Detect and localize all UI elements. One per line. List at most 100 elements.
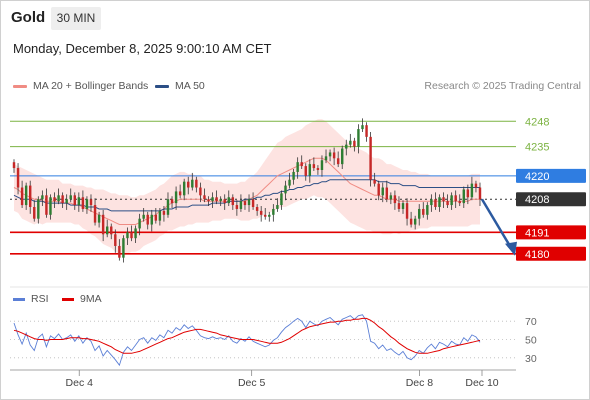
candle-body xyxy=(158,210,162,221)
candle-body xyxy=(170,199,174,204)
candle-body xyxy=(33,207,36,219)
candle-body xyxy=(385,187,389,200)
candle-body xyxy=(162,210,166,215)
level-tag-4191 xyxy=(516,225,586,240)
candle-body xyxy=(418,208,421,219)
candle-body xyxy=(93,205,97,223)
candle-body xyxy=(268,214,271,217)
candle-body xyxy=(438,197,441,208)
candle-body xyxy=(296,162,299,172)
candle-body xyxy=(178,191,182,196)
level-tag-4208 xyxy=(516,192,586,207)
x-tick-label-dec-4: Dec 4 xyxy=(66,377,94,389)
candle-body xyxy=(81,197,85,209)
candle-body xyxy=(259,210,263,215)
legend-rsi: RSI xyxy=(13,293,49,305)
candle-body xyxy=(24,185,28,206)
legend-ma50-swatch xyxy=(155,84,169,88)
candle-body xyxy=(426,205,429,215)
candle-body xyxy=(357,129,360,147)
candle-body xyxy=(126,232,129,239)
chart-datetime: Monday, December 8, 2025 9:00:10 AM CET xyxy=(13,41,272,56)
bollinger-band-fill xyxy=(14,119,480,254)
level-tag-4180 xyxy=(516,246,586,261)
candle-body xyxy=(187,181,190,188)
legend-rsi-label: RSI xyxy=(31,293,49,305)
candle-body xyxy=(381,187,384,196)
candle-body xyxy=(434,199,437,208)
candle-body xyxy=(146,214,149,225)
candle-body xyxy=(272,208,275,215)
candle-body xyxy=(114,234,117,246)
candle-body xyxy=(73,195,76,206)
candle-body xyxy=(215,197,218,202)
candle-body xyxy=(442,197,445,202)
legend-9ma-swatch xyxy=(62,297,74,301)
candle-body xyxy=(316,168,320,170)
candle-body xyxy=(85,199,89,209)
candle-body xyxy=(130,232,133,239)
candle-body xyxy=(16,168,20,188)
candle-body xyxy=(207,199,210,202)
candle-body xyxy=(101,214,105,235)
x-tick-label-dec-8: Dec 8 xyxy=(406,377,434,389)
candle-body xyxy=(458,201,461,204)
legend-9ma: 9MA xyxy=(62,293,102,305)
candle-body xyxy=(377,183,380,196)
candle-body xyxy=(138,218,141,229)
legend-rsi-swatch xyxy=(13,297,25,301)
candle-body xyxy=(20,187,24,206)
candle-body xyxy=(413,218,417,225)
candle-body xyxy=(227,197,230,204)
legend-bollinger-swatch xyxy=(13,84,27,88)
interval-button[interactable]: 30 MIN xyxy=(51,7,101,30)
x-tick-label-dec-5: Dec 5 xyxy=(238,377,266,389)
candle-body xyxy=(328,152,332,157)
candle-body xyxy=(77,197,81,206)
level-label-4220: 4220 xyxy=(525,171,549,183)
level-label-4248: 4248 xyxy=(525,116,549,128)
candle-body xyxy=(466,189,470,198)
candle-body xyxy=(320,160,324,170)
candle-body xyxy=(174,191,178,204)
candle-body xyxy=(65,199,68,204)
candle-body xyxy=(41,195,44,200)
candle-body xyxy=(373,179,376,184)
level-tag-4220 xyxy=(516,168,586,183)
candle-body xyxy=(28,185,32,208)
candle-body xyxy=(57,195,60,202)
candle-body xyxy=(49,197,52,215)
candle-body xyxy=(422,208,425,215)
candle-body xyxy=(239,201,243,209)
candle-body xyxy=(349,140,352,145)
candle-body xyxy=(280,193,283,206)
x-tick-label-dec-10: Dec 10 xyxy=(465,377,498,389)
candle-body xyxy=(284,185,287,194)
candle-body xyxy=(89,199,93,206)
candle-body xyxy=(166,199,170,215)
candle-body xyxy=(341,148,344,165)
candle-body xyxy=(264,214,267,217)
legend-ma50-label: MA 50 xyxy=(175,80,205,92)
candle-body xyxy=(393,195,397,204)
candle-body xyxy=(397,203,401,209)
rsi-tick-50: 50 xyxy=(525,335,537,347)
candle-body xyxy=(247,199,251,206)
candle-body xyxy=(219,199,222,202)
candle-body xyxy=(308,164,312,176)
candle-body xyxy=(454,195,457,202)
candle-body xyxy=(369,136,372,180)
candle-body xyxy=(134,228,137,239)
candle-body xyxy=(474,183,478,188)
candle-body xyxy=(365,125,368,137)
rsi-9ma-line xyxy=(13,317,481,354)
candle-body xyxy=(336,158,340,165)
candle-body xyxy=(300,162,303,167)
projection-arrow-line xyxy=(480,198,513,249)
candle-body xyxy=(191,179,194,188)
candle-body xyxy=(199,187,202,196)
candle-body xyxy=(243,201,247,206)
candle-body xyxy=(12,162,16,169)
ma50-line xyxy=(13,179,480,212)
